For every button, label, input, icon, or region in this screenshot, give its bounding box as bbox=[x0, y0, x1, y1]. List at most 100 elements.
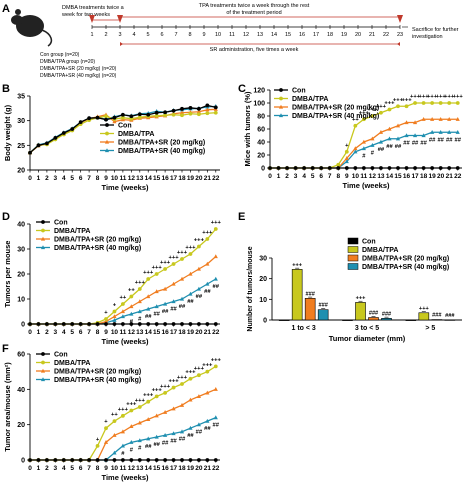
timeline-tick-label: 9 bbox=[202, 32, 205, 38]
group-label-sr40: DMBA/TPA+SR (40 mg/kg) (n=20) bbox=[40, 73, 117, 79]
data-point bbox=[179, 402, 185, 407]
data-point bbox=[28, 150, 32, 155]
data-point bbox=[112, 317, 117, 322]
x-tick-label: 20 bbox=[195, 465, 203, 472]
data-point bbox=[137, 322, 142, 326]
data-point bbox=[146, 399, 151, 404]
panel-letter-b: B bbox=[2, 83, 10, 95]
data-point bbox=[379, 110, 383, 115]
significance-label: ## bbox=[395, 144, 402, 150]
data-point bbox=[120, 115, 125, 120]
data-point bbox=[378, 139, 384, 144]
y-tick-label: 20 bbox=[17, 422, 25, 429]
data-point bbox=[370, 142, 375, 147]
data-point bbox=[188, 322, 193, 326]
y-tick-label: 0 bbox=[263, 318, 267, 325]
bar-1 bbox=[418, 312, 430, 321]
y-tick-label: 30 bbox=[17, 247, 25, 254]
data-point bbox=[120, 413, 125, 418]
legend-label: DMBA/TPA+SR (20 mg/kg) bbox=[54, 237, 141, 244]
data-point bbox=[104, 117, 108, 122]
legend-swatch-marker bbox=[105, 123, 109, 127]
x-tick-label: 5 bbox=[70, 465, 74, 472]
data-point bbox=[70, 322, 75, 326]
data-point bbox=[430, 116, 435, 121]
data-point bbox=[129, 458, 134, 462]
y-tick-label: 30 bbox=[17, 118, 25, 125]
data-point bbox=[154, 304, 159, 309]
x-tick-label: 7 bbox=[328, 173, 332, 180]
schematic-sacrifice-line2: investigation bbox=[412, 34, 443, 40]
significance-label: +++ bbox=[401, 97, 412, 103]
x-tick-label: 6 bbox=[79, 465, 83, 472]
timeline-tick-label: 16 bbox=[299, 32, 305, 38]
x-tick-label: 11 bbox=[119, 329, 126, 336]
data-point bbox=[179, 276, 185, 281]
data-point bbox=[163, 113, 168, 118]
y-tick-label: 30 bbox=[259, 256, 267, 263]
panel-letter-d: D bbox=[2, 211, 10, 223]
data-point bbox=[104, 426, 108, 431]
legend-label: DMBA/TPA+SR (40 mg/kg) bbox=[118, 148, 205, 155]
series-line-2 bbox=[30, 388, 217, 461]
x-tick-label: 3 bbox=[294, 173, 298, 180]
x-tick-label: 12 bbox=[128, 465, 136, 472]
significance-label: # bbox=[138, 317, 142, 323]
x-tick-label: 13 bbox=[136, 329, 144, 336]
x-tick-label: 8 bbox=[336, 173, 340, 180]
legend-swatch-marker bbox=[41, 360, 45, 365]
significance-label: +++ bbox=[168, 379, 179, 385]
significance-label: +++ bbox=[152, 265, 163, 271]
significance-label: + bbox=[96, 437, 100, 443]
x-tick-label: 10 bbox=[111, 175, 119, 182]
x-tick-label: 19 bbox=[187, 175, 195, 182]
data-point bbox=[188, 105, 193, 110]
data-point bbox=[171, 431, 176, 436]
data-point bbox=[361, 166, 366, 170]
x-tick-label: 8 bbox=[96, 465, 100, 472]
legend-label: DMBA/TPA+SR (40 mg/kg) bbox=[292, 113, 379, 120]
x-tick-label: 17 bbox=[170, 175, 178, 182]
significance-label: +++ bbox=[185, 245, 196, 251]
x-tick-label: 1 bbox=[37, 175, 41, 182]
x-tick-label: 18 bbox=[178, 465, 186, 472]
data-point bbox=[137, 287, 142, 291]
x-axis-title: Time (weeks) bbox=[102, 337, 149, 346]
legend-swatch-marker bbox=[105, 131, 109, 136]
data-point bbox=[179, 110, 185, 115]
data-point bbox=[171, 281, 176, 286]
legend-label: DMBA/TPA+SR (20 mg/kg) bbox=[118, 140, 205, 147]
x-tick-label: 9 bbox=[345, 173, 349, 180]
legend-swatch-marker bbox=[278, 104, 284, 109]
bar-0 bbox=[405, 319, 417, 321]
schematic-dmba-line1: DMBA treatments twice a bbox=[62, 5, 125, 11]
significance-label: ## bbox=[403, 141, 410, 147]
timeline-tick-label: 19 bbox=[341, 32, 347, 38]
data-point bbox=[171, 322, 176, 326]
significance-label: ### bbox=[382, 311, 392, 317]
data-point bbox=[137, 420, 142, 425]
significance-label: ++ bbox=[111, 412, 118, 418]
data-point bbox=[112, 419, 117, 424]
legend-swatch-marker bbox=[279, 88, 283, 92]
significance-label: +++ bbox=[185, 370, 196, 376]
data-point bbox=[137, 405, 142, 409]
timeline-tick-label: 5 bbox=[146, 32, 149, 38]
category-label: 1 to < 3 bbox=[292, 325, 316, 332]
x-tick-label: 16 bbox=[161, 465, 169, 472]
data-point bbox=[95, 443, 100, 448]
significance-label: ## bbox=[196, 430, 203, 436]
significance-label: ## bbox=[170, 439, 177, 445]
significance-label: +++ bbox=[453, 94, 464, 100]
significance-label: + bbox=[104, 419, 108, 425]
data-point bbox=[180, 458, 184, 462]
data-point bbox=[310, 166, 315, 170]
data-point bbox=[205, 261, 210, 266]
timeline-tick-label: 11 bbox=[229, 32, 235, 38]
x-tick-label: 13 bbox=[136, 175, 144, 182]
legend-swatch-marker bbox=[40, 245, 46, 250]
category-label: 3 to < 5 bbox=[355, 325, 379, 332]
